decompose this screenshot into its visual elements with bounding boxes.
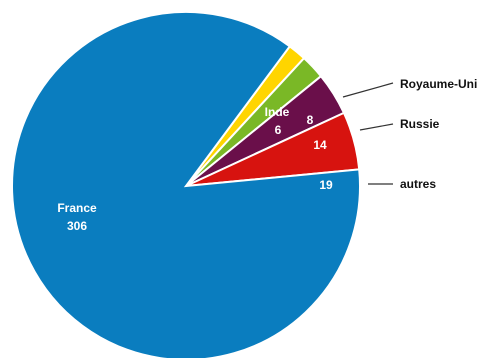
- slice-label-russie: Russie: [400, 117, 440, 131]
- labels-layer: Inde 6 8 Royaume-Uni 14 Russie 19 autres France 3…: [57, 77, 477, 233]
- slice-label-france: France: [57, 201, 97, 215]
- leader-lines-layer: [342, 82, 394, 185]
- slice-value-royaume-uni: 8: [307, 113, 314, 127]
- slice-value-russie: 14: [313, 138, 327, 152]
- leader-line-russie: [359, 123, 394, 131]
- slice-value-autres: 19: [319, 178, 333, 192]
- slices-layer: [11, 11, 361, 358]
- leader-line-royaume-uni: [342, 82, 394, 98]
- slice-label-royaume-uni: Royaume-Uni: [400, 77, 477, 91]
- slice-value-inde: 6: [275, 123, 282, 137]
- slice-value-france: 306: [67, 219, 87, 233]
- pie-slice-france: [11, 11, 361, 358]
- slice-label-autres: autres: [400, 177, 436, 191]
- slice-label-inde: Inde: [265, 105, 290, 119]
